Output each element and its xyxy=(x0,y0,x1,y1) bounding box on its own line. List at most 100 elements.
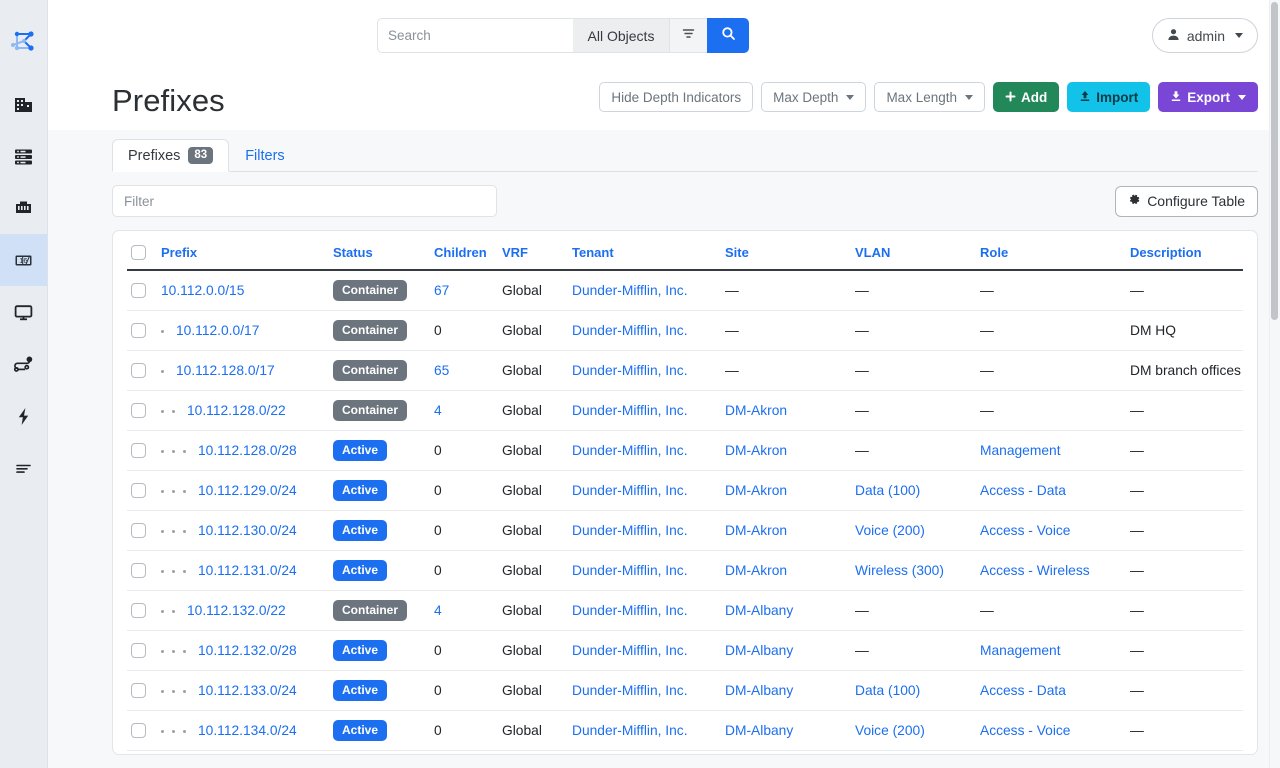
column-header-tenant[interactable]: Tenant xyxy=(568,231,721,272)
site-link[interactable]: DM-Akron xyxy=(725,483,788,499)
hide-depth-indicators-button[interactable]: Hide Depth Indicators xyxy=(599,82,754,112)
role-link[interactable]: Access - Data xyxy=(980,483,1066,499)
sidebar-item-devices[interactable] xyxy=(0,130,47,182)
row-checkbox[interactable] xyxy=(131,683,146,699)
prefix-link[interactable]: 10.112.133.0/24 xyxy=(198,682,297,698)
vlan-link[interactable]: Data (100) xyxy=(855,483,921,499)
role-link[interactable]: Access - Voice xyxy=(980,723,1071,739)
import-button[interactable]: Import xyxy=(1067,82,1151,112)
site-link[interactable]: DM-Albany xyxy=(725,723,794,739)
role-link[interactable]: Access - Wireless xyxy=(980,563,1090,579)
tenant-link[interactable]: Dunder-Mifflin, Inc. xyxy=(572,323,688,339)
tenant-link[interactable]: Dunder-Mifflin, Inc. xyxy=(572,683,688,699)
prefix-link[interactable]: 10.112.134.0/24 xyxy=(198,722,297,738)
column-header-status[interactable]: Status xyxy=(329,231,430,272)
search-submit-button[interactable] xyxy=(707,18,749,53)
max-depth-dropdown[interactable]: Max Depth xyxy=(761,82,867,112)
prefix-link[interactable]: 10.112.129.0/24 xyxy=(198,482,297,498)
vlan-link[interactable]: Voice (200) xyxy=(855,523,925,539)
children-count[interactable]: 4 xyxy=(434,603,442,619)
select-all-checkbox[interactable] xyxy=(131,245,146,261)
search-filter-button[interactable] xyxy=(669,18,707,53)
configure-table-button[interactable]: Configure Table xyxy=(1115,185,1258,217)
row-checkbox[interactable] xyxy=(131,723,146,739)
search-scope-dropdown[interactable]: All Objects xyxy=(573,18,669,53)
tenant-link[interactable]: Dunder-Mifflin, Inc. xyxy=(572,483,688,499)
cell-vrf: Global xyxy=(498,590,568,632)
site-link[interactable]: DM-Akron xyxy=(725,523,788,539)
page-scrollbar-thumb[interactable] xyxy=(1271,2,1278,320)
prefix-link[interactable]: 10.112.130.0/24 xyxy=(198,522,297,538)
cell-prefix: 10.112.131.0/24 xyxy=(157,550,329,592)
children-count[interactable]: 67 xyxy=(434,283,450,299)
prefix-link[interactable]: 10.112.128.0/17 xyxy=(176,362,275,378)
tenant-link[interactable]: Dunder-Mifflin, Inc. xyxy=(572,603,688,619)
site-link[interactable]: DM-Albany xyxy=(725,643,794,659)
row-checkbox[interactable] xyxy=(131,563,146,579)
row-checkbox[interactable] xyxy=(131,603,146,619)
row-checkbox[interactable] xyxy=(131,403,146,419)
column-header-vrf[interactable]: VRF xyxy=(498,231,568,272)
tab-prefixes[interactable]: Prefixes 83 xyxy=(112,139,230,172)
row-checkbox[interactable] xyxy=(131,363,146,379)
role-link[interactable]: Access - Voice xyxy=(980,523,1071,539)
row-checkbox[interactable] xyxy=(131,523,146,539)
site-link[interactable]: DM-Albany xyxy=(725,603,794,619)
tenant-link[interactable]: Dunder-Mifflin, Inc. xyxy=(572,363,688,379)
tenant-link[interactable]: Dunder-Mifflin, Inc. xyxy=(572,403,688,419)
role-link[interactable]: Access - Data xyxy=(980,683,1066,699)
site-link[interactable]: DM-Akron xyxy=(725,403,788,419)
sidebar-item-circuits[interactable] xyxy=(0,338,47,390)
prefix-link[interactable]: 10.112.128.0/22 xyxy=(187,402,286,418)
tenant-link[interactable]: Dunder-Mifflin, Inc. xyxy=(572,283,688,299)
sidebar-item-connections[interactable] xyxy=(0,182,47,234)
vlan-link[interactable]: Voice (200) xyxy=(855,723,925,739)
sidebar-item-organization[interactable] xyxy=(0,78,47,130)
site-link[interactable]: DM-Akron xyxy=(725,563,788,579)
export-dropdown-button[interactable]: Export xyxy=(1158,82,1258,112)
sidebar-item-other[interactable] xyxy=(0,442,47,494)
column-header-site[interactable]: Site xyxy=(721,231,851,272)
sidebar-item-ipam[interactable]: 1 6 xyxy=(0,234,47,286)
sidebar-item-power[interactable] xyxy=(0,390,47,442)
children-count[interactable]: 4 xyxy=(434,403,442,419)
column-header-vlan[interactable]: VLAN xyxy=(851,231,976,272)
site-link[interactable]: DM-Akron xyxy=(725,443,788,459)
search-input[interactable] xyxy=(377,18,573,53)
tenant-link[interactable]: Dunder-Mifflin, Inc. xyxy=(572,643,688,659)
prefix-link[interactable]: 10.112.132.0/22 xyxy=(187,602,286,618)
site-link[interactable]: DM-Albany xyxy=(725,683,794,699)
row-checkbox[interactable] xyxy=(131,283,146,299)
prefix-link[interactable]: 10.112.0.0/15 xyxy=(161,283,245,299)
children-count[interactable]: 65 xyxy=(434,363,450,379)
row-checkbox[interactable] xyxy=(131,323,146,339)
sidebar-item-virtualization[interactable] xyxy=(0,286,47,338)
column-header-description[interactable]: Description xyxy=(1126,231,1243,272)
role-link[interactable]: Management xyxy=(980,443,1061,459)
tenant-link[interactable]: Dunder-Mifflin, Inc. xyxy=(572,563,688,579)
tenant-link[interactable]: Dunder-Mifflin, Inc. xyxy=(572,723,688,739)
max-length-dropdown[interactable]: Max Length xyxy=(874,82,985,112)
row-checkbox[interactable] xyxy=(131,643,146,659)
column-header-children[interactable]: Children xyxy=(430,231,498,272)
vlan-link[interactable]: Data (100) xyxy=(855,683,921,699)
prefix-link[interactable]: 10.112.128.0/28 xyxy=(198,442,297,458)
column-header-role[interactable]: Role xyxy=(976,231,1126,272)
page-scrollbar-track[interactable] xyxy=(1269,0,1280,768)
cell-description: — xyxy=(1126,750,1243,754)
prefix-link[interactable]: 10.112.132.0/28 xyxy=(198,642,297,658)
netbox-logo-icon[interactable] xyxy=(0,14,47,68)
vlan-link[interactable]: Wireless (300) xyxy=(855,563,944,579)
tab-filters[interactable]: Filters xyxy=(229,139,300,172)
role-link[interactable]: Management xyxy=(980,643,1061,659)
tenant-link[interactable]: Dunder-Mifflin, Inc. xyxy=(572,523,688,539)
prefix-link[interactable]: 10.112.0.0/17 xyxy=(176,322,260,338)
add-button[interactable]: Add xyxy=(992,82,1060,112)
prefix-link[interactable]: 10.112.131.0/24 xyxy=(198,562,297,578)
row-checkbox[interactable] xyxy=(131,443,146,459)
filter-input[interactable] xyxy=(112,185,497,217)
row-checkbox[interactable] xyxy=(131,483,146,499)
column-header-prefix[interactable]: Prefix xyxy=(157,231,329,272)
user-menu-button[interactable]: admin xyxy=(1151,18,1258,53)
tenant-link[interactable]: Dunder-Mifflin, Inc. xyxy=(572,443,688,459)
